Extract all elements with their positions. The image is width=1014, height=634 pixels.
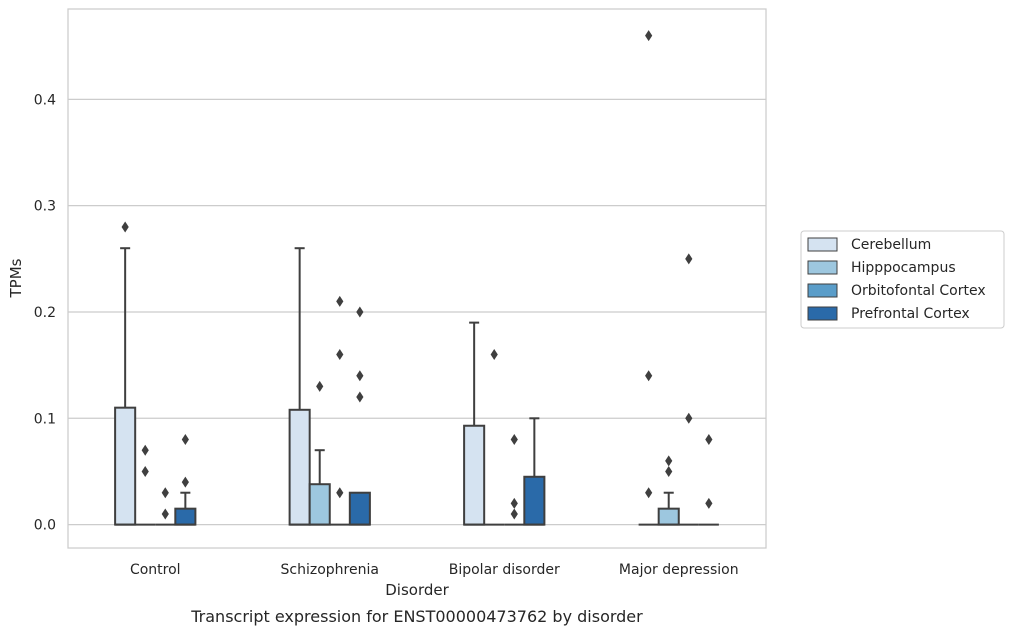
- x-axis-label: Disorder: [385, 581, 449, 599]
- box: [308, 483, 331, 526]
- box-1-0: [288, 247, 311, 526]
- box-3-2: [678, 253, 699, 526]
- outlier-point: [121, 221, 129, 233]
- x-tick-label: Control: [130, 562, 181, 578]
- box: [114, 406, 137, 526]
- chart-caption: Transcript expression for ENST0000047376…: [190, 607, 643, 626]
- y-tick-label: 0.2: [34, 305, 56, 321]
- outlier-point: [665, 465, 673, 477]
- box: [174, 507, 197, 526]
- outlier-point: [356, 306, 364, 318]
- plot-frame: [67, 8, 767, 549]
- box: [463, 424, 486, 526]
- outlier-point: [336, 487, 344, 499]
- outlier-point: [161, 508, 169, 520]
- outlier-point: [685, 412, 693, 424]
- outlier-point: [510, 508, 518, 520]
- outlier-point: [161, 487, 169, 499]
- outlier-point: [510, 434, 518, 446]
- outlier-point: [356, 391, 364, 403]
- box-2-0: [463, 321, 486, 526]
- outlier-point: [336, 295, 344, 307]
- box-1-1: [308, 380, 331, 526]
- box-0-1: [135, 444, 156, 526]
- box-1-2: [329, 295, 350, 526]
- outlier-point: [356, 370, 364, 382]
- box-0-2: [155, 487, 176, 526]
- outlier-point: [510, 497, 518, 509]
- box-3-0: [638, 30, 659, 526]
- legend-swatch: [807, 306, 838, 321]
- outlier-point: [490, 349, 498, 361]
- box-1-3: [348, 306, 371, 526]
- plot-background: [68, 9, 766, 548]
- box-3-3: [698, 434, 719, 526]
- outlier-point: [181, 476, 189, 488]
- legend-label: Prefrontal Cortex: [851, 306, 970, 322]
- legend-label: Hipppocampus: [851, 260, 956, 276]
- x-tick-label: Bipolar disorder: [449, 562, 560, 578]
- box-2-3: [523, 417, 546, 526]
- box: [348, 491, 371, 526]
- legend-swatch: [807, 260, 838, 275]
- y-tick-label: 0.4: [34, 92, 56, 108]
- box-3-1: [657, 455, 680, 526]
- box-series: [114, 30, 719, 526]
- outlier-point: [645, 30, 653, 42]
- box-0-3: [174, 434, 197, 526]
- outlier-point: [336, 349, 344, 361]
- box: [523, 475, 546, 526]
- outlier-point: [665, 455, 673, 467]
- box: [657, 507, 680, 526]
- legend-label: Cerebellum: [851, 237, 931, 253]
- x-tick-labels: Control Schizophrenia Bipolar disorder Majo…: [130, 562, 739, 578]
- legend-swatch: [807, 283, 838, 298]
- box-0-0: [114, 221, 137, 526]
- outlier-point: [705, 497, 713, 509]
- outlier-point: [141, 465, 149, 477]
- y-tick-labels: 0.0 0.1 0.2 0.3 0.4: [34, 92, 56, 533]
- y-tick-label: 0.3: [34, 199, 56, 215]
- y-tick-label: 0.0: [34, 518, 56, 534]
- outlier-point: [705, 434, 713, 446]
- y-axis-label: TPMs: [7, 258, 25, 298]
- legend-frame: [800, 230, 1005, 329]
- x-tick-label: Schizophrenia: [281, 562, 379, 578]
- outlier-point: [685, 253, 693, 265]
- outlier-point: [316, 380, 324, 392]
- y-tick-label: 0.1: [34, 411, 56, 427]
- box-2-1: [484, 349, 505, 526]
- outlier-point: [645, 370, 653, 382]
- outlier-point: [141, 444, 149, 456]
- box-2-2: [504, 434, 525, 526]
- legend: Cerebellum Hipppocampus Orbitofontal Corte…: [800, 230, 1005, 329]
- legend-label: Orbitofontal Cortex: [851, 283, 986, 299]
- box: [288, 408, 311, 526]
- outlier-point: [181, 434, 189, 446]
- outlier-point: [645, 487, 653, 499]
- x-tick-label: Major depression: [619, 562, 739, 578]
- legend-swatch: [807, 237, 838, 252]
